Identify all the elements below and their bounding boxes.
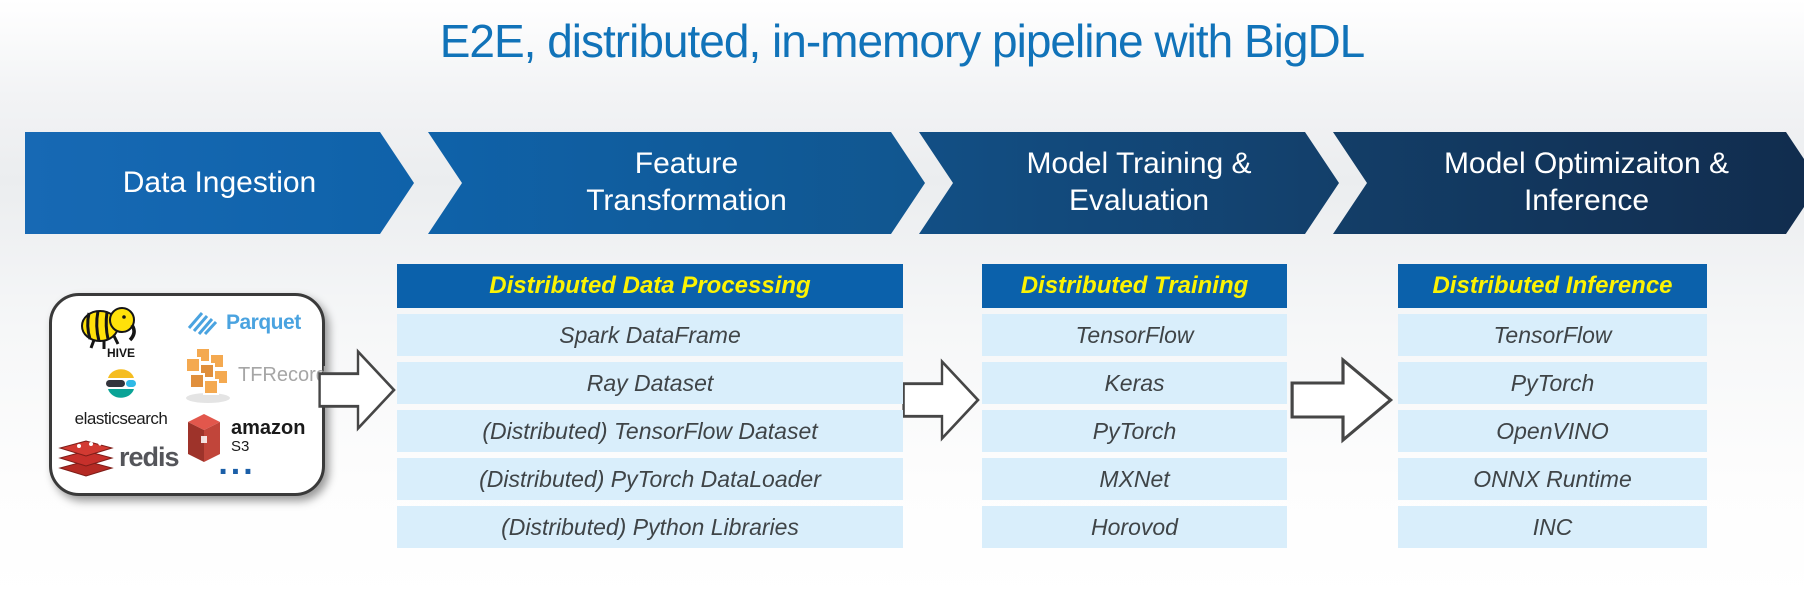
parquet-label: Parquet <box>226 311 301 334</box>
pipeline-stage-model-optimization: Model Optimizaiton & Inference <box>1333 132 1804 234</box>
tfrecord-label: TFRecord <box>238 363 327 386</box>
svg-text:HIVE: HIVE <box>107 346 135 360</box>
table-distributed-training: Distributed Training TensorFlow Keras Py… <box>982 264 1287 548</box>
redis-logo: redis <box>58 436 180 478</box>
s3-label: S3 <box>231 438 250 455</box>
table-row: Spark DataFrame <box>397 314 903 356</box>
page-title: E2E, distributed, in-memory pipeline wit… <box>439 15 1366 67</box>
table-row: INC <box>1398 506 1707 548</box>
amazon-s3-logo: amazon S3 <box>184 410 305 464</box>
hive-logo: HIVE <box>74 302 148 360</box>
table-row: (Distributed) PyTorch DataLoader <box>397 458 903 500</box>
parquet-logo: Parquet <box>186 310 301 336</box>
flow-arrow-icon <box>1290 350 1396 450</box>
table-row: MXNet <box>982 458 1287 500</box>
table-row: OpenVINO <box>1398 410 1707 452</box>
table-header: Distributed Data Processing <box>397 264 903 308</box>
pipeline-stage-feature-transformation: Feature Transformation <box>428 132 925 234</box>
stage-label: Model Optimizaiton & Inference <box>1443 147 1730 217</box>
stage-label: Data Ingestion <box>122 165 317 199</box>
redis-label: redis <box>119 441 180 472</box>
s3-cube-icon <box>188 414 220 462</box>
elasticsearch-icon <box>106 369 136 398</box>
pipeline-stage-model-training: Model Training & Evaluation <box>919 132 1339 234</box>
stage-label: Feature Transformation <box>586 147 787 217</box>
flow-arrow-icon <box>902 352 982 448</box>
pipeline-stage-data-ingestion: Data Ingestion <box>25 132 414 234</box>
table-row: Horovod <box>982 506 1287 548</box>
tfrecord-logo: TFRecord <box>182 346 327 404</box>
hive-bee-icon: HIVE <box>81 307 136 360</box>
table-header: Distributed Training <box>982 264 1287 308</box>
table-distributed-data-processing: Distributed Data Processing Spark DataFr… <box>397 264 903 548</box>
table-row: ONNX Runtime <box>1398 458 1707 500</box>
parquet-icon <box>187 312 218 336</box>
table-row: TensorFlow <box>1398 314 1707 356</box>
elasticsearch-label: elasticsearch <box>74 409 168 428</box>
data-sources-box: HIVE Parquet elasticsearch <box>49 293 327 496</box>
elasticsearch-logo: elasticsearch <box>60 364 182 429</box>
amazon-label: amazon <box>231 417 306 439</box>
table-row: PyTorch <box>1398 362 1707 404</box>
stage-label: Model Training & Evaluation <box>1026 147 1252 217</box>
redis-stack-icon <box>58 440 114 477</box>
table-distributed-inference: Distributed Inference TensorFlow PyTorch… <box>1398 264 1707 548</box>
table-row: (Distributed) TensorFlow Dataset <box>397 410 903 452</box>
flow-arrow-icon <box>318 342 398 438</box>
table-row: (Distributed) Python Libraries <box>397 506 903 548</box>
table-row: PyTorch <box>982 410 1287 452</box>
more-sources-ellipsis: ... <box>218 444 256 482</box>
table-row: Keras <box>982 362 1287 404</box>
table-header: Distributed Inference <box>1398 264 1707 308</box>
table-row: Ray Dataset <box>397 362 903 404</box>
table-row: TensorFlow <box>982 314 1287 356</box>
tfrecord-cubes-icon <box>185 347 230 403</box>
